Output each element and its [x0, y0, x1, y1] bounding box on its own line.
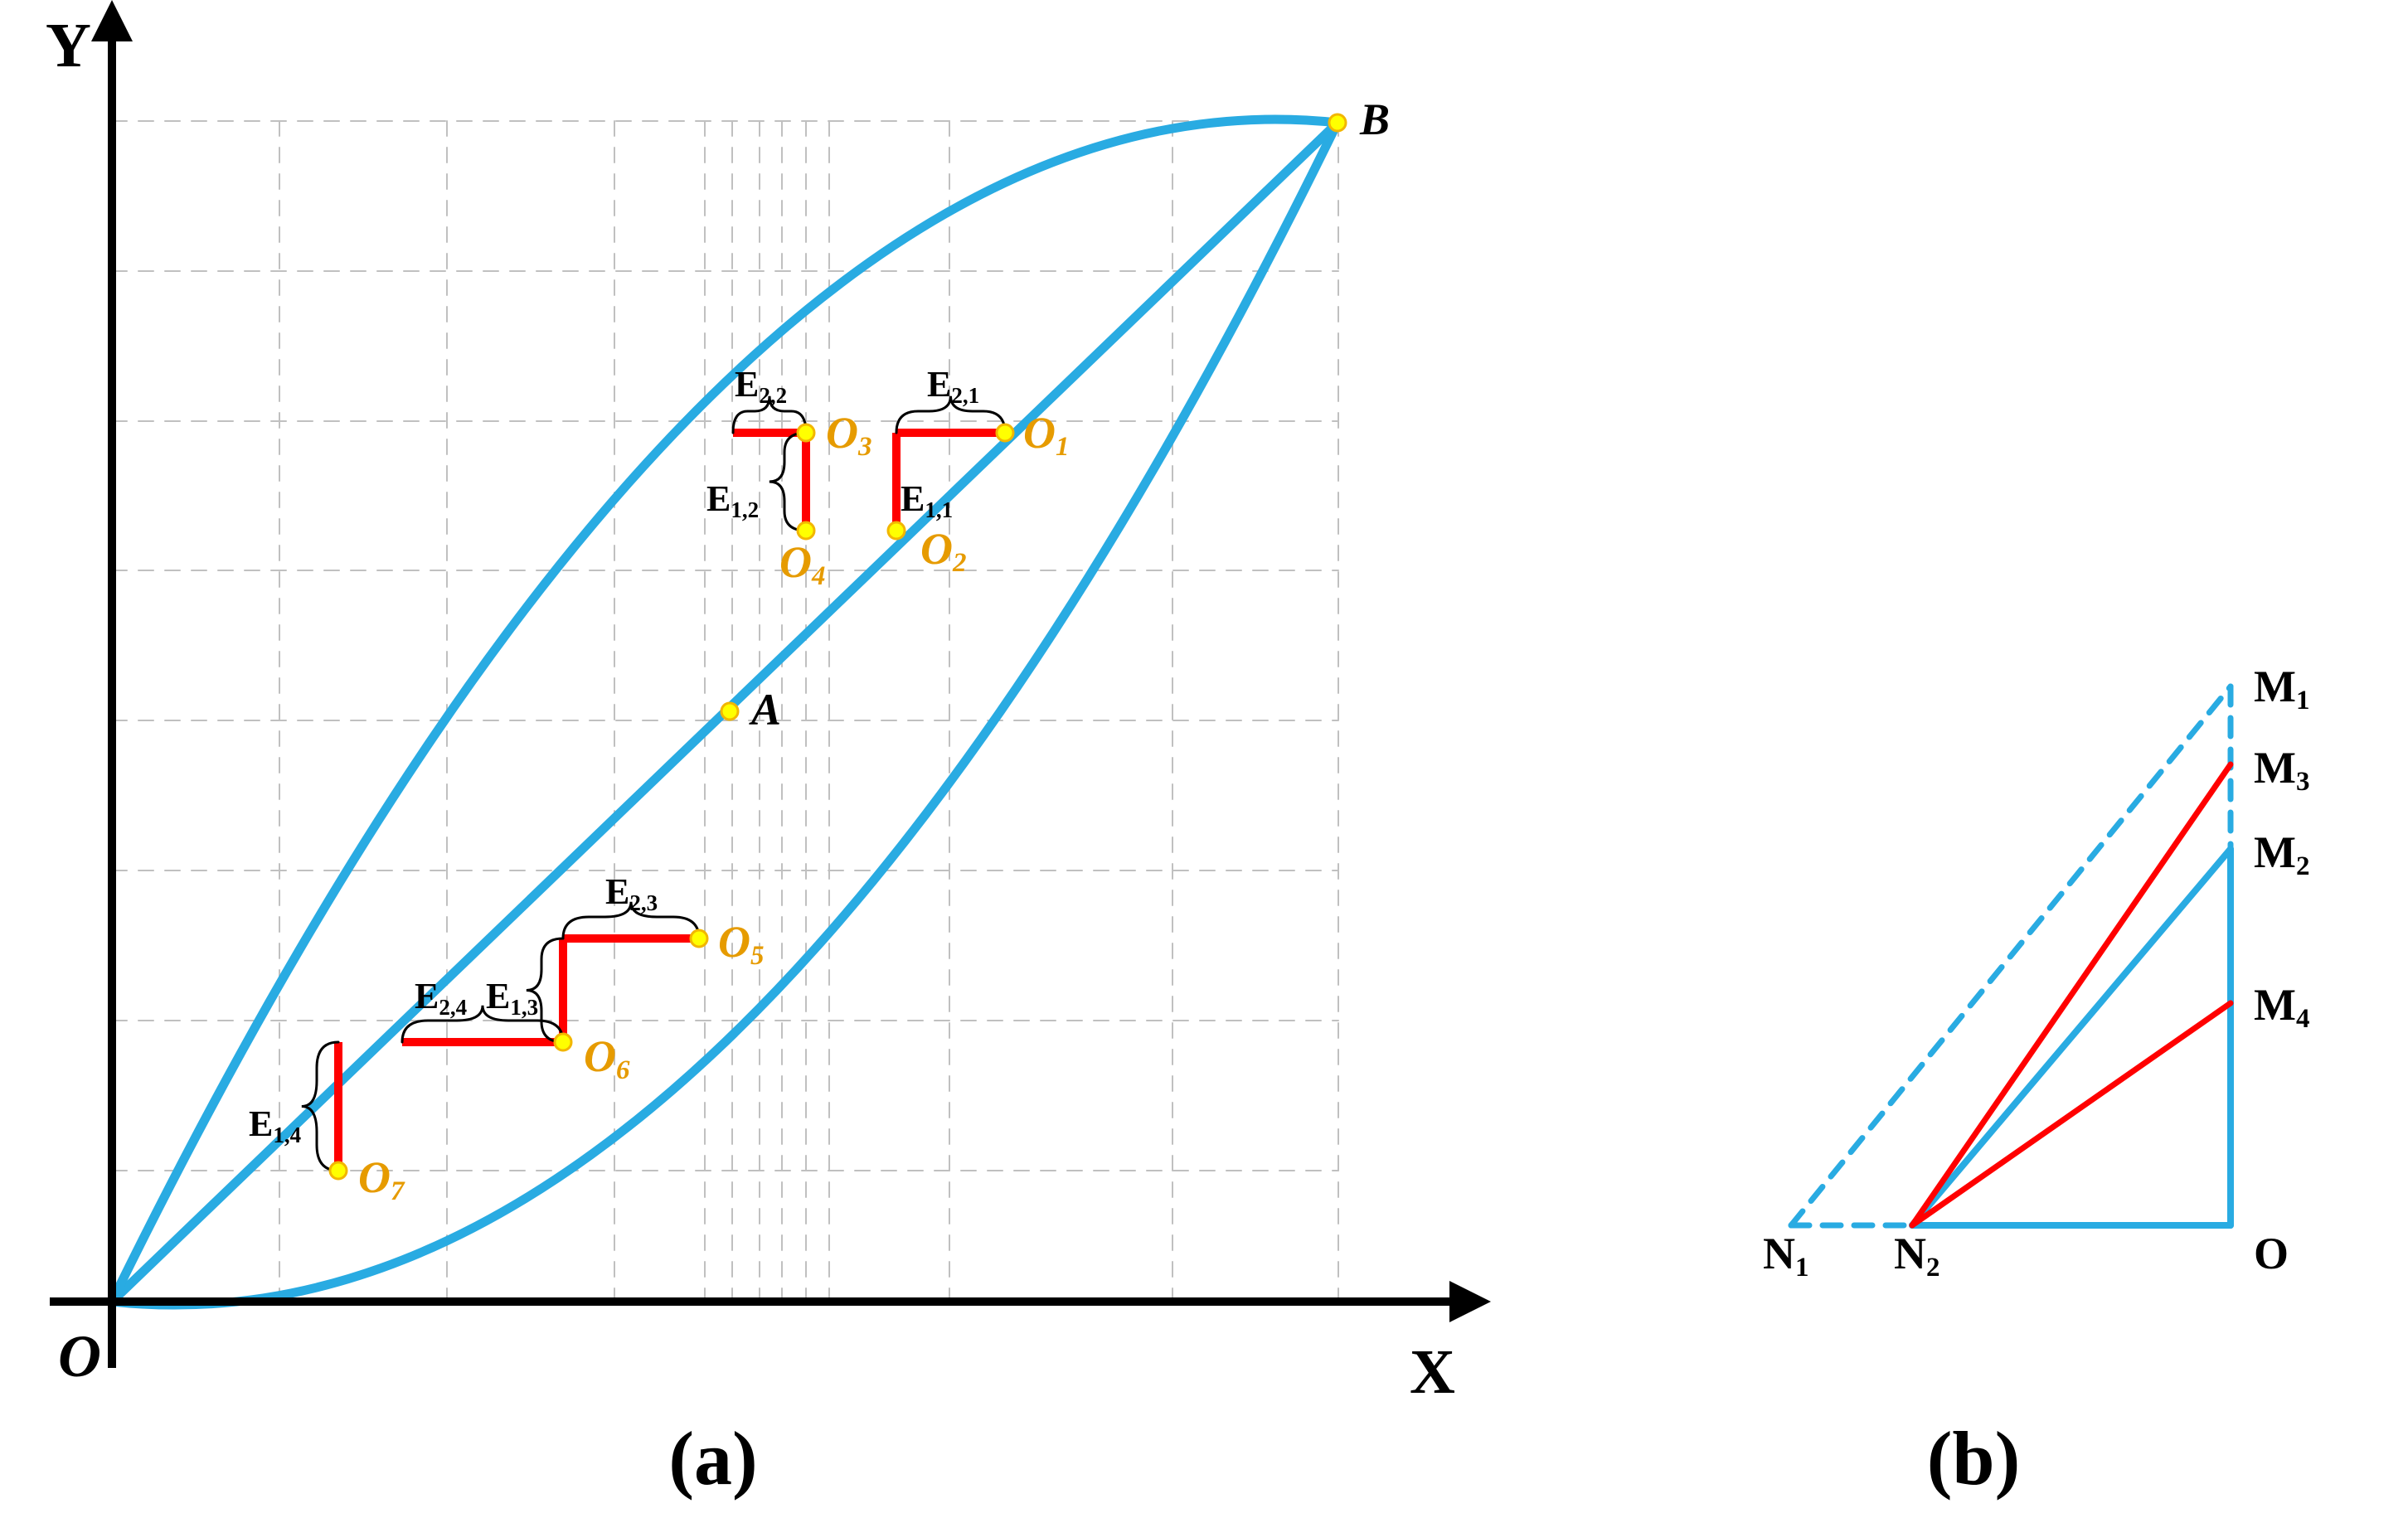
panel-a: A B O1 O2 O3 O4 O5 O6 O7 E2,1 E2,2 E1,1 E1,2 E2,3 E1,3…: [46, 11, 1468, 1501]
point-label-O3: O3: [826, 408, 872, 462]
point-label-B: B: [1359, 95, 1390, 144]
svg-text:N1: N1: [1763, 1229, 1809, 1283]
point-label-O6: O6: [584, 1031, 630, 1085]
svg-text:E2,3: E2,3: [605, 871, 658, 915]
svg-text:M4: M4: [2254, 980, 2309, 1034]
point-label-O2: O2: [920, 524, 967, 578]
svg-text:E1,2: E1,2: [706, 478, 759, 522]
figure-svg: A B O1 O2 O3 O4 O5 O6 O7 E2,1 E2,2 E1,1 E1,2 E2,3 E1,3…: [0, 0, 2408, 1513]
svg-text:E1,4: E1,4: [249, 1103, 301, 1147]
svg-text:M3: M3: [2254, 743, 2309, 797]
panel-b-caption: (b): [1927, 1416, 2020, 1501]
svg-text:E2,2: E2,2: [735, 364, 787, 408]
origin-label: O: [58, 1323, 101, 1389]
svg-text:E2,1: E2,1: [927, 364, 979, 408]
point-label-O4: O4: [779, 537, 826, 591]
point-label-O5: O5: [718, 917, 765, 971]
svg-text:N2: N2: [1894, 1229, 1940, 1283]
y-axis-label: Y: [46, 11, 91, 80]
panel-a-points: [330, 114, 1346, 1179]
svg-text:E1,1: E1,1: [901, 478, 953, 522]
svg-text:M2: M2: [2254, 827, 2309, 881]
x-axis-label: X: [1410, 1337, 1455, 1407]
svg-text:E1,3: E1,3: [486, 976, 538, 1020]
svg-text:M1: M1: [2254, 662, 2309, 715]
point-label-O7: O7: [358, 1152, 405, 1206]
point-label-A: A: [749, 685, 781, 735]
panel-b: M1 M3 M2 M4 O N2 N1 (b): [1763, 662, 2309, 1501]
figure-root: A B O1 O2 O3 O4 O5 O6 O7 E2,1 E2,2 E1,1 E1,2 E2,3 E1,3…: [0, 0, 2408, 1513]
point-label-O1: O1: [1023, 408, 1070, 462]
panel-a-caption: (a): [668, 1416, 757, 1501]
svg-text:O: O: [2254, 1229, 2289, 1278]
